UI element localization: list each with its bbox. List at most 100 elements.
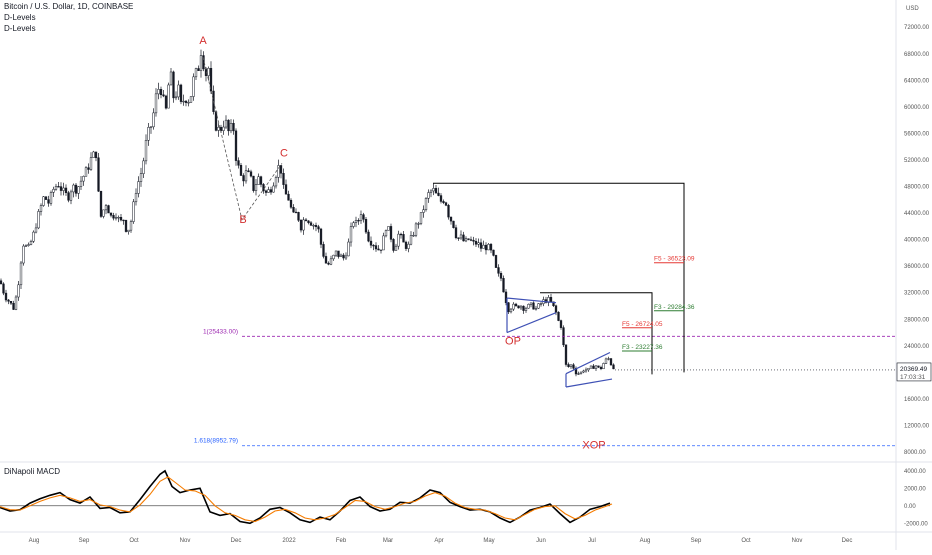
- candle-body: [119, 217, 123, 221]
- time-tick-label-0: Aug: [29, 538, 40, 544]
- candle-body: [442, 201, 445, 203]
- candle-body: [194, 68, 198, 78]
- candle-body: [289, 199, 293, 208]
- candle-body: [347, 241, 350, 257]
- candle-body: [342, 254, 345, 259]
- candle-body: [152, 112, 155, 128]
- candle-body: [97, 157, 100, 192]
- candle-body: [552, 301, 555, 306]
- candle-body: [214, 111, 218, 131]
- last-price-badge: [896, 362, 932, 382]
- currency-label: USD: [906, 6, 919, 12]
- candle-body: [464, 238, 468, 242]
- candle-body: [384, 230, 388, 237]
- price-tick-label-4: 56000.00: [904, 131, 930, 137]
- candle-body: [132, 201, 135, 222]
- time-tick-label-4: Dec: [231, 538, 242, 544]
- candle-body: [287, 193, 290, 201]
- candle-body: [474, 241, 478, 245]
- candle-body: [89, 157, 93, 170]
- time-tick-label-16: Dec: [842, 538, 853, 544]
- candle-body: [92, 151, 95, 158]
- candle-body: [379, 249, 383, 251]
- candle-body: [149, 126, 153, 128]
- f3-level-label-0: F3 - 29284.36: [654, 304, 695, 311]
- candle-body: [452, 220, 455, 228]
- candle-body: [469, 239, 473, 241]
- candle-body: [424, 198, 428, 211]
- candle-body: [612, 364, 615, 370]
- candle-body: [479, 242, 483, 249]
- candle-body: [29, 241, 33, 245]
- f3-level-label-1: F3 - 23227.36: [622, 344, 663, 351]
- candle-body: [137, 181, 140, 194]
- candle-body: [192, 76, 195, 97]
- candle-body: [592, 365, 595, 369]
- fib-level-label-1: 1.618(8952.79): [194, 438, 238, 445]
- macd-tick-label-0: 4000.00: [904, 469, 926, 475]
- price-tick-label-12: 24000.00: [904, 344, 930, 350]
- candle-body: [514, 303, 518, 307]
- candle-body: [14, 296, 18, 310]
- candle-body: [179, 84, 183, 102]
- candle-body: [362, 214, 365, 220]
- candle-body: [597, 365, 600, 368]
- candle-body: [404, 241, 408, 249]
- candle-body: [359, 214, 363, 222]
- candle-body: [232, 122, 235, 132]
- candle-body: [12, 302, 15, 310]
- candle-body: [539, 303, 543, 305]
- candle-body: [429, 190, 433, 193]
- candle-body: [57, 186, 60, 188]
- channel-lower-1: [565, 378, 613, 388]
- candle-body: [309, 222, 313, 226]
- candle-body: [47, 199, 50, 204]
- indicator-label-2: D-Levels: [4, 24, 36, 33]
- candle-body: [447, 205, 450, 218]
- candle-body: [457, 237, 460, 239]
- candle-body: [259, 176, 263, 185]
- candle-body: [569, 364, 573, 367]
- candle-body: [409, 235, 413, 245]
- macd-series-line-1: [0, 476, 613, 523]
- candle-body: [102, 209, 105, 217]
- last-price-countdown: 17:03:31: [900, 374, 926, 381]
- candle-body: [67, 192, 70, 201]
- wave-label-xop: XOP: [582, 440, 605, 452]
- symbol-title: Bitcoin / U.S. Dollar, 1D, COINBASE: [4, 2, 134, 11]
- candle-body: [302, 219, 305, 231]
- time-tick-label-7: Mar: [383, 538, 393, 544]
- candle-body: [99, 190, 103, 217]
- candle-body: [279, 165, 283, 174]
- f5-level-label-0: F5 - 36523.09: [654, 256, 695, 263]
- candle-body: [297, 212, 300, 221]
- candle-body: [439, 195, 443, 202]
- candle-body: [369, 240, 373, 246]
- candle-body: [117, 217, 120, 219]
- candle-body: [107, 205, 110, 214]
- candle-body: [304, 219, 308, 222]
- candle-body: [134, 193, 138, 203]
- price-tick-label-16: 8000.00: [904, 450, 926, 456]
- candle-body: [572, 364, 575, 369]
- candle-body: [229, 122, 233, 132]
- wave-label-c: C: [280, 148, 288, 160]
- candle-body: [227, 119, 230, 132]
- candle-body: [414, 223, 418, 236]
- candle-body: [324, 256, 328, 264]
- candle-body: [154, 93, 158, 114]
- candle-body: [217, 127, 220, 131]
- candle-body: [19, 262, 23, 286]
- candle-body: [292, 207, 295, 213]
- candle-body: [82, 176, 85, 182]
- candle-body: [524, 307, 528, 311]
- candle-body: [567, 364, 570, 367]
- price-tick-label-2: 64000.00: [904, 78, 930, 84]
- candle-body: [129, 221, 133, 231]
- candle-body: [72, 184, 75, 193]
- candle-body: [339, 254, 343, 257]
- candle-body: [502, 278, 505, 293]
- time-tick-label-9: May: [483, 538, 494, 544]
- candle-body: [307, 220, 310, 223]
